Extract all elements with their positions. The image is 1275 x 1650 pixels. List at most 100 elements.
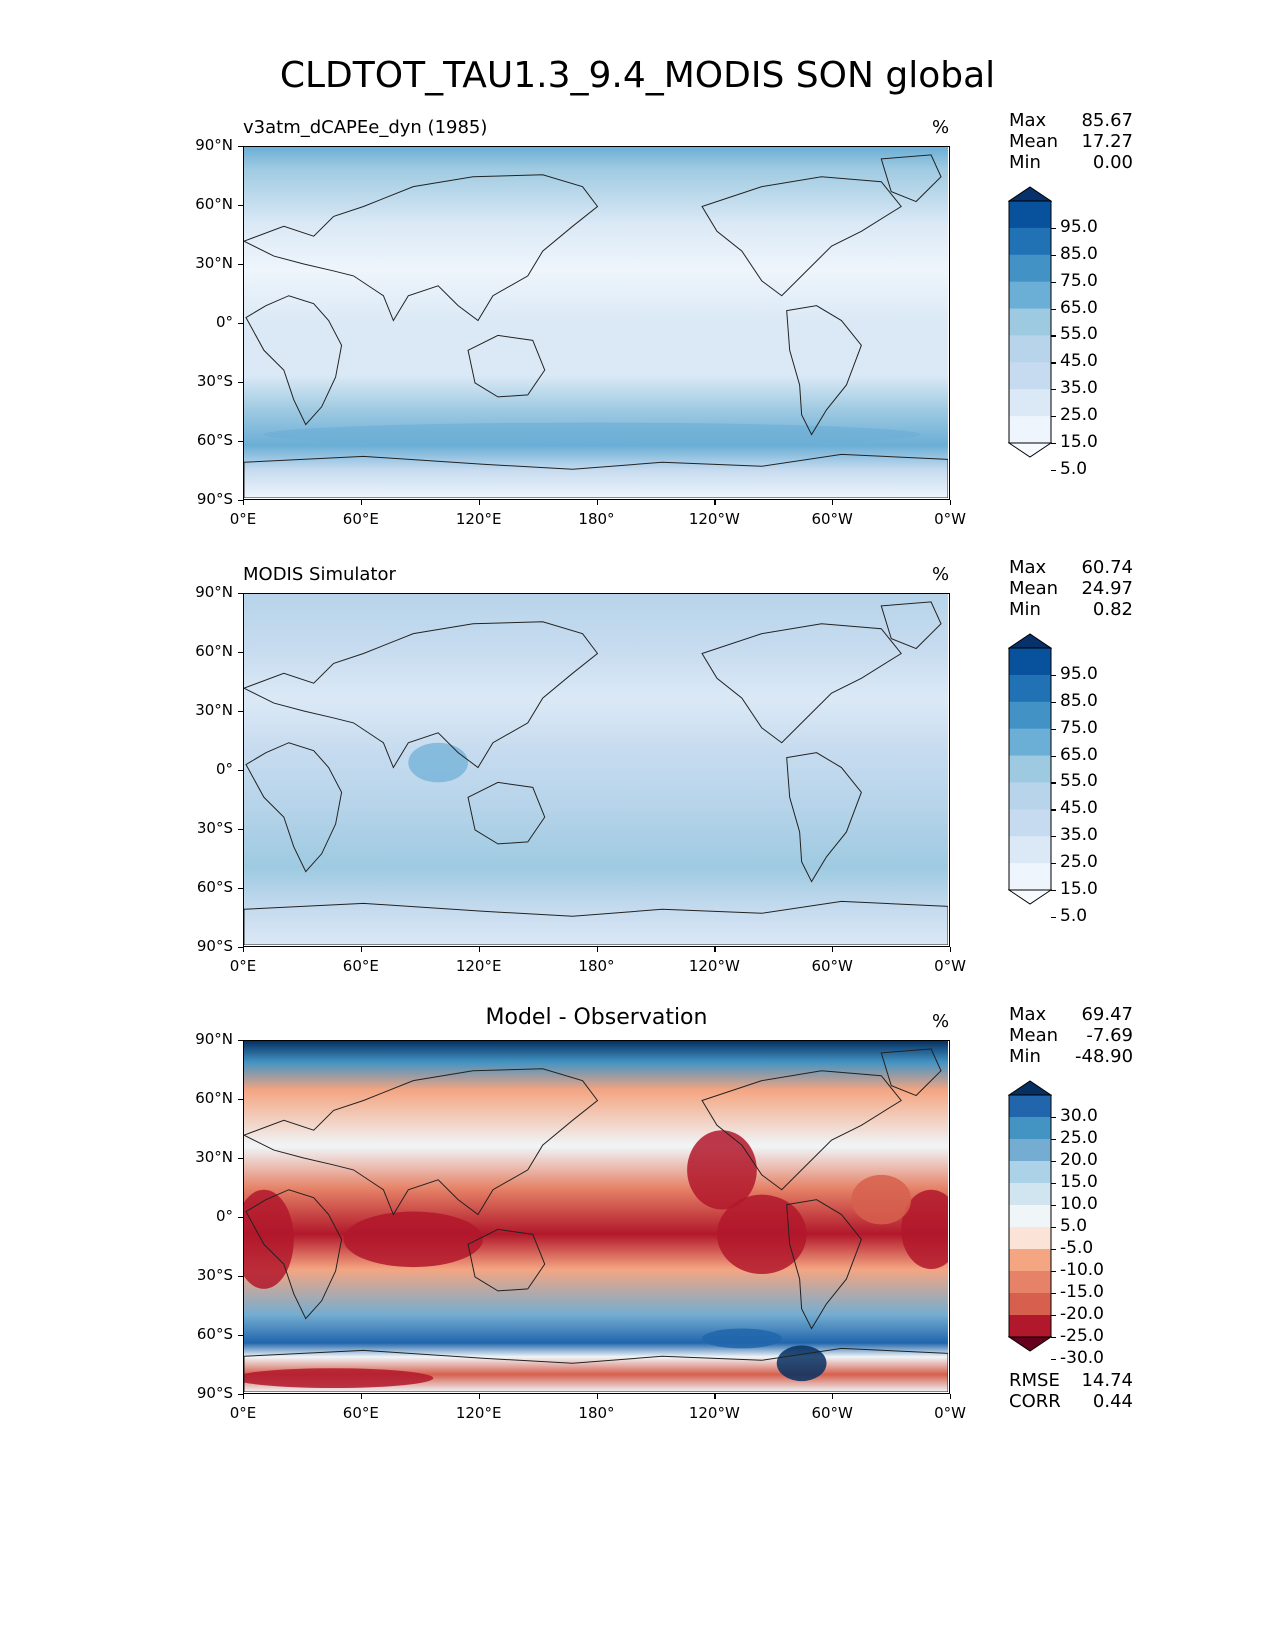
stat-min: Min 0.82 [1009,599,1133,621]
stat-name: Mean [1009,1025,1059,1046]
lat-tick-label: 90°S [196,937,233,955]
lon-tick-label: 180° [578,957,615,975]
colorbar [1008,1080,1052,1352]
north-america-outline [701,623,902,744]
stat-max: Max 85.67 [1009,110,1133,132]
lat-tick [238,441,243,443]
colorbar-tick [1051,916,1056,919]
australia-outline [467,1228,546,1292]
colorbar-band [1009,254,1051,283]
colorbar-tick-label: 30.0 [1060,1106,1098,1126]
lat-tick-label: 90°N [195,136,233,154]
colorbar-tick [1051,443,1056,445]
colorbar-tick [1051,1359,1056,1361]
colorbar-band [1009,1249,1051,1272]
stat-value: 0.44 [1092,1391,1133,1412]
lat-tick [238,1099,243,1101]
south-america-outline [786,305,862,436]
lon-tick [596,947,598,952]
stat-mean: Mean 17.27 [1009,131,1133,153]
colorbar-tick-label: 35.0 [1060,825,1098,846]
lat-tick-label: 60°N [195,1089,233,1107]
colorbar [1008,186,1052,458]
lat-tick-label: 60°N [195,195,233,213]
panel-title: Model - Observation [485,1005,708,1030]
lat-tick [238,711,243,713]
stat-value: 85.67 [1081,110,1133,131]
lat-tick [238,1276,243,1278]
greenland-outline [880,601,942,650]
australia-outline [467,781,546,845]
colorbar-tick-label: 10.0 [1060,1194,1098,1214]
lon-tick [360,947,363,952]
africa-outline [245,295,343,426]
colorbar-tick [1051,1227,1056,1229]
lon-tick-label: 120°E [455,510,502,528]
colorbar-tick-label: -10.0 [1060,1260,1104,1280]
anomaly-region [244,1189,294,1289]
europe-asia-outline [244,1068,599,1216]
stat-max: Max 60.74 [1009,557,1133,579]
stat-value: 24.97 [1081,578,1133,599]
lon-tick [243,947,245,952]
colorbar-tick-label: 85.0 [1060,690,1098,711]
colorbar [1008,633,1052,905]
north-america-outline [701,1070,902,1191]
colorbar-tick-label: 15.0 [1060,1172,1098,1192]
lon-tick-label: 60°W [811,1404,853,1422]
colorbar-tick-label: 20.0 [1060,1150,1098,1170]
colorbar-tick [1051,1205,1056,1207]
lon-tick-label: 60°E [342,510,379,528]
lon-tick [832,500,834,505]
colorbar-tick-label: 15.0 [1060,432,1098,452]
stat-name: Min [1009,599,1041,620]
colorbar-band [1009,1117,1051,1140]
europe-asia-outline [244,621,599,769]
map-panel [243,593,950,947]
colorbar-frame [1008,647,1052,891]
colorbar-tick [1051,1183,1056,1185]
colorbar-band [1009,648,1051,676]
colorbar-tick [1051,281,1056,283]
stat-name: Min [1009,152,1041,173]
stat-name: Max [1009,1004,1047,1025]
stat-max: Max 69.47 [1009,1004,1133,1026]
lon-tick [360,500,363,505]
lon-tick-label: 0°W [934,957,966,975]
lon-tick [478,947,480,952]
lon-tick-label: 0°E [229,1404,257,1422]
warm-pool-region [408,742,469,783]
colorbar-tick-label: 75.0 [1060,717,1098,738]
lat-tick [238,947,243,949]
lon-tick [950,1394,952,1399]
lon-tick [596,500,598,505]
lat-tick [238,500,243,502]
colorbar-extend-max [1008,186,1052,202]
colorbar-tick-label: 65.0 [1060,744,1098,765]
lat-tick-label: 30°N [195,701,233,719]
colorbar-band [1009,416,1051,444]
stat-name: Max [1009,557,1047,578]
stat-value: 0.82 [1092,599,1133,620]
colorbar-tick [1051,416,1056,418]
colorbar-tick [1051,1249,1056,1251]
lon-tick [832,947,834,952]
colorbar-tick [1051,1337,1056,1339]
lon-tick-label: 60°W [811,510,853,528]
stat-name: Min [1009,1046,1041,1067]
north-america-outline [701,176,902,297]
colorbar-tick [1051,1161,1056,1163]
colorbar-band [1009,728,1051,757]
anomaly-region [343,1211,483,1268]
greenland-outline [880,154,942,203]
colorbar-band [1009,674,1051,703]
map-field [244,147,949,499]
map-field [244,1041,949,1393]
south-america-outline [786,1199,862,1330]
colorbar-band [1009,1227,1051,1250]
lat-tick [238,829,243,831]
colorbar-tick [1051,335,1056,337]
lat-tick-label: 60°S [196,1325,233,1343]
lat-tick-label: 30°S [196,372,233,390]
stat-name: Mean [1009,578,1059,599]
